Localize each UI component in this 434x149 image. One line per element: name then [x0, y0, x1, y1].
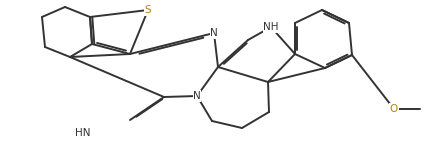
Text: NH: NH — [263, 22, 278, 32]
Text: N: N — [193, 91, 201, 101]
Text: O: O — [389, 104, 397, 114]
Text: N: N — [210, 28, 217, 38]
Text: HN: HN — [75, 128, 91, 138]
Text: S: S — [145, 5, 151, 15]
